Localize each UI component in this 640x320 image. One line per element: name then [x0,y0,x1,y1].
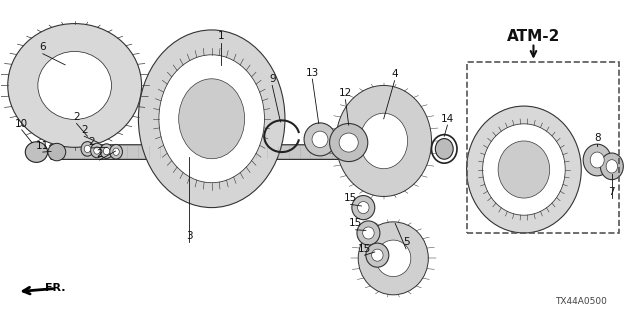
Text: 13: 13 [306,68,319,78]
Text: 2: 2 [96,149,103,159]
Text: 7: 7 [609,187,615,197]
Ellipse shape [84,145,91,153]
Ellipse shape [590,152,604,168]
Ellipse shape [483,124,565,215]
Ellipse shape [81,142,94,156]
Text: 9: 9 [269,74,276,84]
Ellipse shape [159,55,264,183]
Ellipse shape [113,148,119,156]
Ellipse shape [38,52,111,119]
Ellipse shape [100,144,113,158]
Ellipse shape [48,143,66,161]
Text: 4: 4 [391,69,398,79]
Ellipse shape [600,153,623,180]
Text: ATM-2: ATM-2 [507,29,560,44]
Text: 10: 10 [15,118,28,129]
Ellipse shape [358,202,369,214]
Ellipse shape [498,141,550,198]
Text: 12: 12 [339,88,352,98]
Ellipse shape [606,160,618,173]
Text: FR.: FR. [45,284,65,293]
Ellipse shape [8,24,141,147]
Ellipse shape [312,131,328,148]
Ellipse shape [304,123,336,156]
Text: 2: 2 [81,125,88,135]
Ellipse shape [366,243,389,267]
Ellipse shape [358,222,428,295]
Ellipse shape [360,113,408,169]
Text: 2: 2 [88,137,95,147]
Text: 11: 11 [36,141,49,151]
Ellipse shape [363,227,374,239]
Text: 3: 3 [186,231,193,241]
Text: 14: 14 [441,114,454,124]
Ellipse shape [179,79,244,159]
Text: 2: 2 [73,112,80,122]
Ellipse shape [339,133,358,152]
Ellipse shape [583,144,611,176]
Ellipse shape [352,196,375,220]
Text: 8: 8 [594,133,600,143]
Ellipse shape [103,148,109,155]
Text: 5: 5 [403,237,410,247]
Ellipse shape [330,124,368,162]
Ellipse shape [26,142,47,162]
Text: 15: 15 [349,219,362,228]
Ellipse shape [91,143,103,158]
Ellipse shape [376,240,411,276]
Ellipse shape [372,249,383,261]
Text: 15: 15 [358,244,371,254]
Text: 6: 6 [40,42,46,52]
FancyBboxPatch shape [51,145,417,159]
Ellipse shape [435,139,453,159]
Text: TX44A0500: TX44A0500 [555,297,607,306]
Ellipse shape [357,221,380,245]
Ellipse shape [138,30,285,208]
Ellipse shape [94,147,100,154]
Ellipse shape [109,144,122,159]
Text: 15: 15 [344,193,357,203]
Ellipse shape [467,106,581,233]
Text: 1: 1 [218,31,225,41]
Ellipse shape [336,85,431,196]
